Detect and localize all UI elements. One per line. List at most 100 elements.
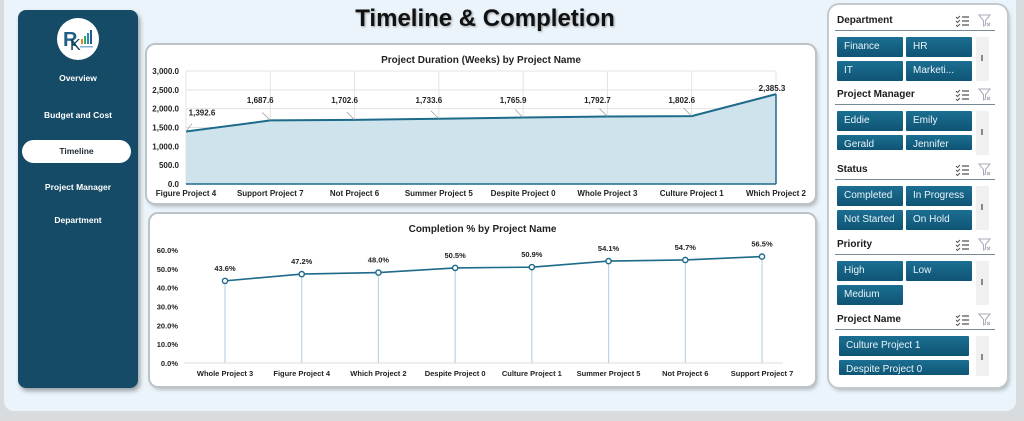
svg-text:Despite Project 0: Despite Project 0 — [425, 369, 486, 378]
priority-slicer: Priority High Low Medium — [835, 235, 995, 305]
slicer-item-not-started[interactable]: Not Started — [837, 210, 903, 230]
slicer-title: Status — [837, 164, 868, 175]
slicer-scrollbar[interactable] — [976, 261, 989, 305]
multi-select-icon[interactable] — [955, 15, 969, 27]
svg-text:1,000.0: 1,000.0 — [152, 142, 179, 151]
slicer-item-emily[interactable]: Emily — [906, 111, 972, 131]
clear-filter-icon[interactable] — [978, 313, 991, 326]
svg-text:20.0%: 20.0% — [157, 321, 179, 330]
slicer-item-despite-project-0[interactable]: Despite Project 0 — [839, 360, 969, 375]
completion-chart-title: Completion % by Project Name — [408, 224, 557, 235]
slicer-item-completed[interactable]: Completed — [837, 186, 903, 206]
svg-text:1,765.9: 1,765.9 — [500, 96, 527, 105]
slicer-scrollbar[interactable] — [976, 186, 989, 230]
svg-text:Figure Project 4: Figure Project 4 — [156, 189, 217, 198]
slicer-item-low[interactable]: Low — [906, 261, 972, 281]
project-manager-slicer: Project Manager Eddie Emily Gerald Jenni… — [835, 85, 995, 155]
multi-select-icon[interactable] — [955, 314, 969, 326]
svg-text:500.0: 500.0 — [159, 161, 180, 170]
svg-text:54.1%: 54.1% — [598, 244, 620, 253]
slicer-item-finance[interactable]: Finance — [837, 37, 903, 57]
svg-text:10.0%: 10.0% — [157, 340, 179, 349]
logo: R K — [57, 18, 99, 60]
duration-chart-title: Project Duration (Weeks) by Project Name — [381, 55, 581, 66]
multi-select-icon[interactable] — [955, 164, 969, 176]
clear-filter-icon[interactable] — [978, 14, 991, 27]
duration-area-chart: 0.0 500.0 1,000.0 1,500.0 2,000.0 2,500.0 3,00… — [152, 67, 807, 198]
slicer-header: Project Manager — [835, 85, 995, 105]
slicer-panel: Department Finance HR IT Marketi... Proj… — [829, 5, 1007, 387]
nav-budget-and-cost[interactable]: Budget and Cost — [44, 110, 112, 120]
svg-text:Whole Project 3: Whole Project 3 — [197, 369, 253, 378]
slicer-item-hr[interactable]: HR — [906, 37, 972, 57]
svg-text:Culture Project 1: Culture Project 1 — [660, 189, 725, 198]
clear-filter-icon[interactable] — [978, 238, 991, 251]
svg-text:3,000.0: 3,000.0 — [152, 67, 179, 76]
slicer-item-culture-project-1[interactable]: Culture Project 1 — [839, 336, 969, 356]
svg-text:1,733.6: 1,733.6 — [416, 96, 443, 105]
svg-text:Despite Project 0: Despite Project 0 — [491, 189, 556, 198]
slicer-item-medium[interactable]: Medium — [837, 285, 903, 305]
svg-text:R: R — [63, 29, 78, 51]
duration-chart-card[interactable]: Project Duration (Weeks) by Project Name… — [147, 45, 815, 203]
svg-text:1,802.6: 1,802.6 — [668, 96, 695, 105]
svg-text:1,792.7: 1,792.7 — [584, 96, 611, 105]
nav-timeline[interactable]: Timeline — [22, 140, 131, 163]
svg-text:1,687.6: 1,687.6 — [247, 96, 274, 105]
slicer-item-jennifer[interactable]: Jennifer — [906, 135, 972, 150]
svg-text:Summer Project 5: Summer Project 5 — [405, 189, 474, 198]
completion-line-chart: 0.0% 10.0% 20.0% 30.0% 40.0% 50.0% 60.0% 43.6% W… — [157, 240, 794, 378]
nav-department[interactable]: Department — [54, 215, 102, 225]
slicer-scrollbar[interactable] — [976, 336, 989, 376]
completion-chart-card[interactable]: Completion % by Project Name 0.0% 10.0% 20… — [150, 214, 815, 386]
svg-text:1,702.6: 1,702.6 — [331, 96, 358, 105]
slicer-item-it[interactable]: IT — [837, 61, 903, 81]
clear-filter-icon[interactable] — [978, 163, 991, 176]
svg-text:Support Project 7: Support Project 7 — [237, 189, 304, 198]
slicer-title: Project Manager — [837, 89, 915, 100]
department-slicer: Department Finance HR IT Marketi... — [835, 11, 995, 81]
nav-project-manager[interactable]: Project Manager — [44, 182, 112, 192]
svg-text:Figure Project 4: Figure Project 4 — [273, 369, 331, 378]
slicer-scrollbar[interactable] — [976, 37, 989, 81]
nav-overview[interactable]: Overview — [59, 73, 97, 83]
slicer-item-on-hold[interactable]: On Hold — [906, 210, 972, 230]
multi-select-icon[interactable] — [955, 89, 969, 101]
project-name-slicer: Project Name Culture Project 1 Despite P… — [835, 310, 995, 376]
slicer-scrollbar[interactable] — [976, 111, 989, 155]
svg-text:1,500.0: 1,500.0 — [152, 124, 179, 133]
slicer-title: Project Name — [837, 314, 901, 325]
multi-select-icon[interactable] — [955, 239, 969, 251]
page-title: Timeline & Completion — [355, 5, 615, 32]
svg-text:2,385.3: 2,385.3 — [759, 84, 786, 93]
slicer-title: Department — [837, 15, 893, 26]
svg-text:Whole Project 3: Whole Project 3 — [577, 189, 638, 198]
status-slicer: Status Completed In Progress Not Started… — [835, 160, 995, 230]
svg-text:50.9%: 50.9% — [521, 250, 543, 259]
slicer-item-eddie[interactable]: Eddie — [837, 111, 903, 131]
svg-text:Support Project 7: Support Project 7 — [731, 369, 794, 378]
svg-text:Summer Project 5: Summer Project 5 — [577, 369, 641, 378]
svg-text:43.6%: 43.6% — [214, 264, 236, 273]
svg-text:Which Project 2: Which Project 2 — [746, 189, 807, 198]
svg-text:47.2%: 47.2% — [291, 257, 313, 266]
svg-text:Which Project 2: Which Project 2 — [350, 369, 406, 378]
slicer-header: Project Name — [835, 310, 995, 330]
slicer-item-high[interactable]: High — [837, 261, 903, 281]
slicer-item-gerald[interactable]: Gerald — [837, 135, 903, 150]
svg-text:48.0%: 48.0% — [368, 256, 390, 265]
svg-text:K: K — [70, 37, 81, 54]
svg-text:Not Project 6: Not Project 6 — [662, 369, 708, 378]
slicer-item-marketing[interactable]: Marketi... — [906, 61, 972, 81]
slicer-item-in-progress[interactable]: In Progress — [906, 186, 972, 206]
svg-text:40.0%: 40.0% — [157, 284, 179, 293]
svg-text:30.0%: 30.0% — [157, 303, 179, 312]
slicer-header: Department — [835, 11, 995, 31]
svg-text:1,392.6: 1,392.6 — [189, 109, 216, 118]
slicer-title: Priority — [837, 239, 873, 250]
svg-text:2,500.0: 2,500.0 — [152, 86, 179, 95]
svg-text:54.7%: 54.7% — [675, 243, 697, 252]
svg-text:60.0%: 60.0% — [157, 246, 179, 255]
slicer-header: Priority — [835, 235, 995, 255]
clear-filter-icon[interactable] — [978, 88, 991, 101]
